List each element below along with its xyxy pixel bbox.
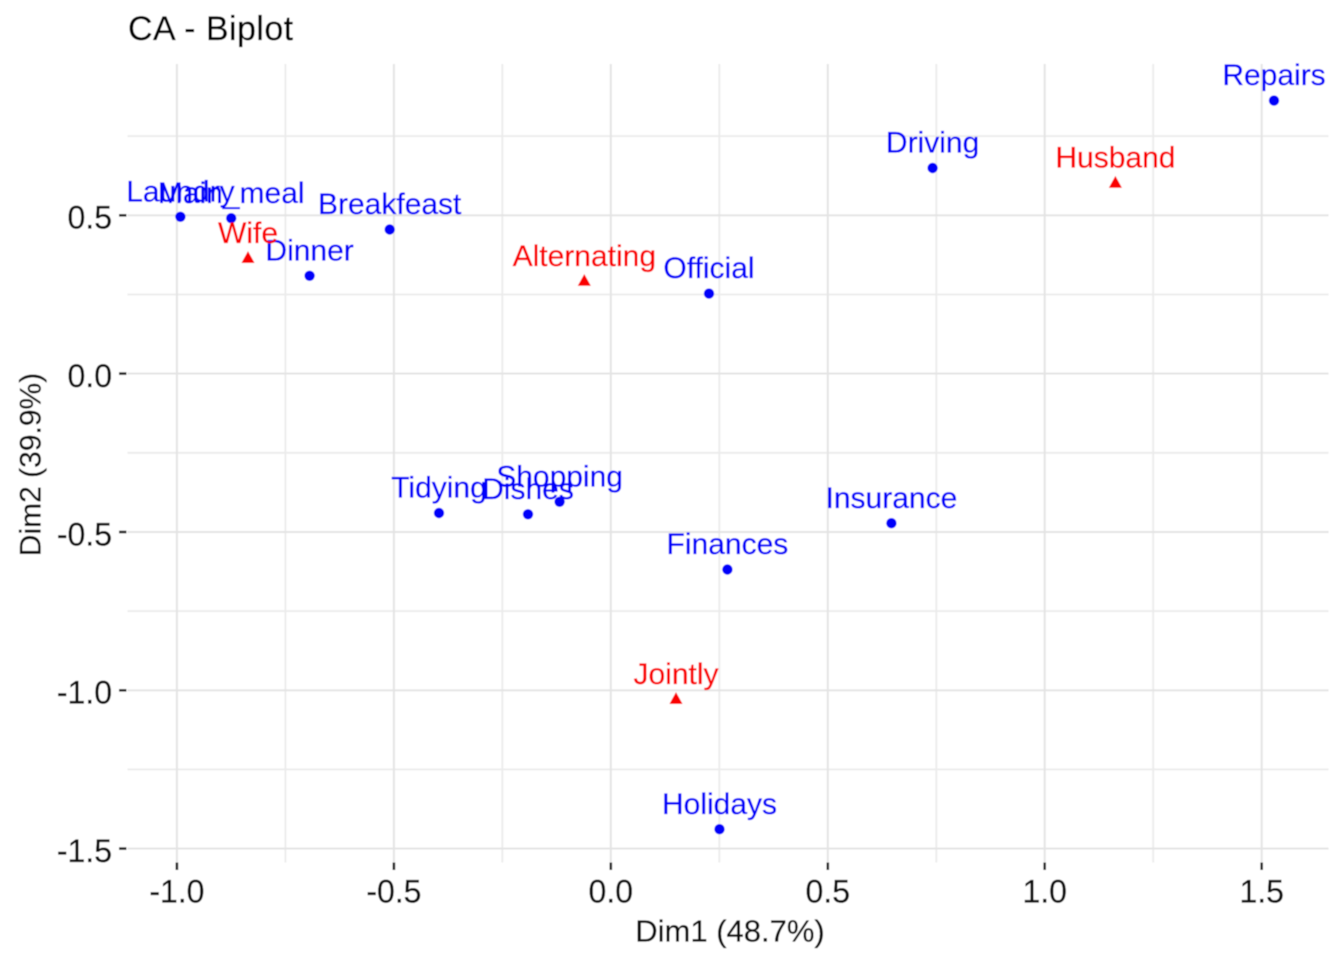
svg-text:Dim1 (48.7%): Dim1 (48.7%) (635, 914, 825, 949)
svg-text:-0.5: -0.5 (57, 516, 112, 552)
svg-text:0.0: 0.0 (589, 874, 633, 910)
svg-text:Dinner: Dinner (265, 234, 353, 267)
svg-text:0.0: 0.0 (68, 358, 112, 394)
svg-text:-1.0: -1.0 (57, 675, 112, 711)
svg-text:Shopping: Shopping (496, 460, 623, 493)
svg-text:1.0: 1.0 (1022, 874, 1066, 910)
svg-text:-1.5: -1.5 (57, 833, 112, 869)
svg-text:0.5: 0.5 (68, 200, 112, 236)
svg-text:Official: Official (663, 252, 754, 285)
svg-text:0.5: 0.5 (806, 874, 850, 910)
svg-text:Husband: Husband (1055, 142, 1175, 175)
svg-text:Tidying: Tidying (391, 472, 487, 505)
svg-text:Dishes: Dishes (482, 473, 574, 506)
svg-text:Breakfeast: Breakfeast (318, 188, 462, 221)
svg-text:Wife: Wife (218, 217, 278, 250)
svg-text:Laundry: Laundry (126, 175, 234, 208)
svg-text:Repairs: Repairs (1222, 59, 1325, 92)
svg-text:1.5: 1.5 (1239, 874, 1283, 910)
svg-text:Main_meal: Main_meal (158, 177, 305, 210)
svg-text:Alternating: Alternating (513, 240, 656, 273)
svg-text:Dim2 (39.9%): Dim2 (39.9%) (15, 373, 48, 556)
svg-text:-0.5: -0.5 (366, 874, 421, 910)
svg-text:CA - Biplot: CA - Biplot (128, 10, 294, 48)
svg-text:-1.0: -1.0 (149, 874, 204, 910)
svg-text:Driving: Driving (886, 127, 979, 160)
svg-text:Holidays: Holidays (662, 788, 777, 821)
svg-text:Insurance: Insurance (826, 482, 958, 515)
svg-text:Finances: Finances (667, 528, 789, 561)
svg-text:Jointly: Jointly (633, 658, 718, 691)
